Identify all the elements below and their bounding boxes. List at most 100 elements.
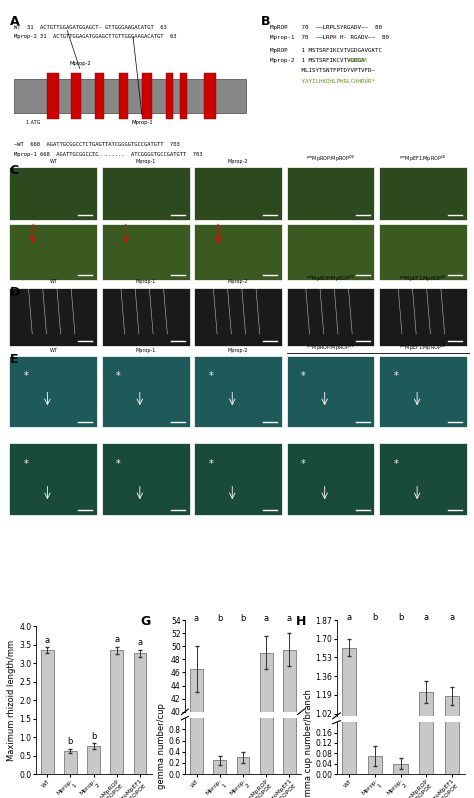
Text: Mprop-2: Mprop-2 [228, 347, 248, 353]
Text: $^{pro}$MpEF1:MpROP$^{OE}$: $^{pro}$MpEF1:MpROP$^{OE}$ [399, 153, 447, 164]
Y-axis label: gemma cup number/branch: gemma cup number/branch [303, 689, 312, 798]
Bar [419, 692, 433, 798]
Text: a: a [347, 613, 352, 622]
Text: *: * [209, 459, 213, 469]
Text: Mprop-1  70  ——LRP- H- RGADV——  80: Mprop-1 70 ——LRP- H- RGADV—— 80 [270, 34, 389, 40]
Text: D: D [9, 286, 20, 298]
Y-axis label: Maximum rhizoid length/mm: Maximum rhizoid length/mm [8, 640, 17, 760]
Text: $^{pro}$MpROP:MpROP$^{OE}$: $^{pro}$MpROP:MpROP$^{OE}$ [306, 342, 355, 353]
Text: YAYILHKQHLPHRLCAHRVR*: YAYILHKQHLPHRLCAHRVR* [270, 78, 375, 83]
Bar [194, 224, 282, 279]
Text: Mprop-2: Mprop-2 [228, 279, 248, 285]
Bar [9, 167, 97, 219]
Bar [190, 0, 203, 774]
Text: b: b [217, 614, 222, 623]
Text: *: * [301, 371, 306, 381]
Bar [102, 224, 190, 279]
Text: *: * [393, 371, 398, 381]
Text: a: a [449, 613, 454, 622]
Text: Mprop-2: Mprop-2 [228, 159, 248, 164]
Text: Mprop-1: Mprop-1 [136, 279, 156, 285]
Text: a: a [287, 614, 292, 623]
Text: Mprop-2 31  ACTGTTGGAGATGGAGCTTGTTGGGAAGACATGT  63: Mprop-2 31 ACTGTTGGAGATGGAGCTTGTTGGGAAGA… [14, 34, 177, 39]
Text: a: a [137, 638, 143, 647]
Bar [379, 356, 467, 427]
Text: Mprop-2  1 MSTSRFIKCVTVGDGA: Mprop-2 1 MSTSRFIKCVTVGDGA [270, 58, 365, 63]
Bar [379, 224, 467, 279]
Bar [368, 756, 382, 774]
Text: a: a [114, 635, 119, 644]
Bar [287, 356, 374, 427]
Bar [342, 647, 356, 798]
Text: $^{pro}$MpROP:MpROP$^{OE}$: $^{pro}$MpROP:MpROP$^{OE}$ [306, 275, 355, 285]
Bar [194, 444, 282, 515]
Bar [71, 73, 81, 119]
Bar [95, 73, 104, 119]
Bar [283, 0, 296, 774]
Bar [445, 468, 459, 774]
Text: ......: ...... [88, 152, 107, 156]
Bar [41, 650, 54, 774]
Text: Mprop-2: Mprop-2 [70, 61, 91, 66]
Bar [194, 356, 282, 427]
Bar [379, 287, 467, 346]
Text: Mprop-1: Mprop-1 [136, 159, 156, 164]
Bar [102, 444, 190, 515]
Bar [102, 356, 190, 427]
Bar [283, 650, 296, 798]
Text: G: G [141, 615, 151, 628]
Text: b: b [91, 732, 96, 741]
Text: WT: WT [49, 279, 57, 285]
Bar [260, 653, 273, 798]
Text: A: A [9, 15, 19, 29]
Bar [287, 444, 374, 515]
Text: Mprop-1: Mprop-1 [136, 347, 156, 353]
Text: *: * [209, 371, 213, 381]
Bar [419, 457, 433, 774]
Bar [194, 167, 282, 219]
Text: B: B [261, 15, 270, 29]
Bar [260, 0, 273, 774]
Bar [110, 650, 123, 774]
Bar [287, 224, 374, 279]
Bar [287, 287, 374, 346]
Text: MLISYTSNTFPTDYVPTVFD—: MLISYTSNTFPTDYVPTVFD— [270, 68, 375, 73]
Text: *: * [393, 459, 398, 469]
Text: $^{pro}$MpROP:MpROP$^{OE}$: $^{pro}$MpROP:MpROP$^{OE}$ [306, 153, 355, 164]
Text: WT  31  ACTGTTGGAGATGGAGCT- GTTGGGAAGACATGT  63: WT 31 ACTGTTGGAGATGGAGCT- GTTGGGAAGACATG… [14, 25, 167, 30]
Text: 1 ATG: 1 ATG [26, 120, 40, 124]
Bar [87, 746, 100, 774]
Bar [142, 73, 152, 119]
Text: H: H [296, 615, 306, 628]
Bar [180, 73, 187, 119]
Bar [64, 751, 77, 774]
Text: WT: WT [49, 159, 57, 164]
Text: $^{pro}$MpEF1:MpROP$^{OE}$: $^{pro}$MpEF1:MpROP$^{OE}$ [399, 342, 447, 353]
Text: *: * [116, 459, 121, 469]
Bar [47, 73, 59, 119]
Bar [14, 79, 246, 113]
Bar [237, 757, 249, 774]
Bar [393, 764, 408, 774]
Bar [190, 670, 203, 798]
Text: *: * [301, 459, 306, 469]
Bar [342, 354, 356, 774]
Text: MpROP    70  ——LRPLSYRGADV——  80: MpROP 70 ——LRPLSYRGADV—— 80 [270, 25, 382, 30]
Bar [9, 356, 97, 427]
Text: b: b [240, 614, 246, 623]
Text: WT: WT [49, 347, 57, 353]
Bar [9, 224, 97, 279]
Bar [379, 444, 467, 515]
Text: *: * [24, 371, 28, 381]
Bar [287, 167, 374, 219]
Text: a: a [264, 614, 269, 623]
Text: ~WT  668  AGATTGCGGCCTCTGAGTTATCGGGGTGCCGATGTT  703: ~WT 668 AGATTGCGGCCTCTGAGTTATCGGGGTGCCGA… [14, 142, 180, 148]
Bar [379, 167, 467, 219]
Text: E: E [9, 353, 18, 365]
Text: *: * [116, 371, 121, 381]
Text: MpROP    1 MSTSRFIKCVTVGDGAVGKTC: MpROP 1 MSTSRFIKCVTVGDGAVGKTC [270, 48, 382, 53]
Text: $^{pro}$MpEF1:MpROP$^{OE}$: $^{pro}$MpEF1:MpROP$^{OE}$ [399, 275, 447, 285]
Text: Mprop-1: Mprop-1 [131, 120, 153, 124]
Text: b: b [398, 613, 403, 622]
Bar [213, 760, 226, 774]
